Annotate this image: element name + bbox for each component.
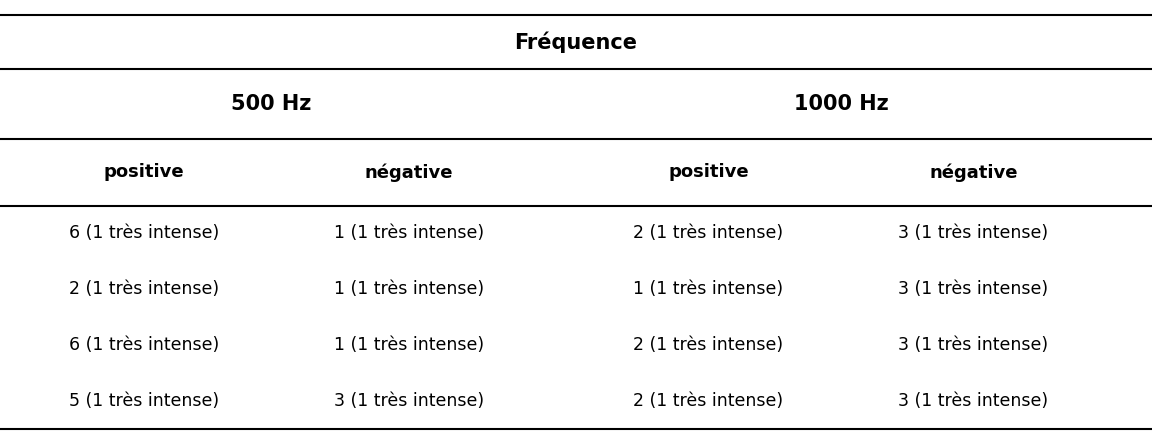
Text: 1 (1 très intense): 1 (1 très intense) [334,336,484,354]
Text: positive: positive [668,164,749,181]
Text: négative: négative [365,163,453,182]
Text: 2 (1 très intense): 2 (1 très intense) [69,280,219,298]
Text: 1 (1 très intense): 1 (1 très intense) [334,280,484,298]
Text: Fréquence: Fréquence [515,31,637,53]
Text: négative: négative [930,163,1017,182]
Text: 2 (1 très intense): 2 (1 très intense) [634,225,783,242]
Text: 500 Hz: 500 Hz [230,94,311,114]
Text: 1000 Hz: 1000 Hz [794,94,888,114]
Text: 3 (1 très intense): 3 (1 très intense) [334,392,484,410]
Text: positive: positive [104,164,184,181]
Text: 1 (1 très intense): 1 (1 très intense) [334,225,484,242]
Text: 3 (1 très intense): 3 (1 très intense) [899,280,1048,298]
Text: 1 (1 très intense): 1 (1 très intense) [634,280,783,298]
Text: 2 (1 très intense): 2 (1 très intense) [634,336,783,354]
Text: 3 (1 très intense): 3 (1 très intense) [899,392,1048,410]
Text: 6 (1 très intense): 6 (1 très intense) [69,225,219,242]
Text: 6 (1 très intense): 6 (1 très intense) [69,336,219,354]
Text: 2 (1 très intense): 2 (1 très intense) [634,392,783,410]
Text: 5 (1 très intense): 5 (1 très intense) [69,392,219,410]
Text: 3 (1 très intense): 3 (1 très intense) [899,336,1048,354]
Text: 3 (1 très intense): 3 (1 très intense) [899,225,1048,242]
